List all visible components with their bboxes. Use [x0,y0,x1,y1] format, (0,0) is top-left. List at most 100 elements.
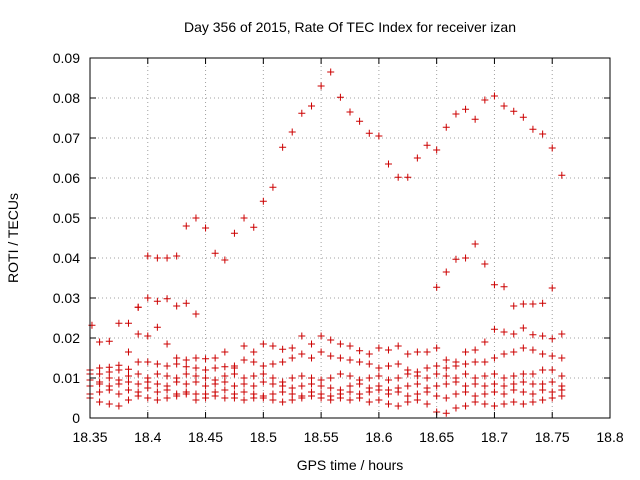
data-point [336,354,344,362]
data-point [462,360,470,368]
data-point [153,323,161,331]
data-point [510,398,518,406]
data-point [105,400,113,408]
data-point [510,107,518,115]
data-point [115,319,123,327]
data-point [308,102,316,110]
data-point [163,254,171,262]
data-point [134,303,142,311]
data-point [510,380,518,388]
data-point [240,356,248,364]
data-point [519,324,527,332]
data-point [500,283,508,291]
data-point [413,372,421,380]
data-point [548,388,556,396]
data-point [124,378,132,386]
data-point [404,350,412,358]
data-point [413,154,421,162]
data-point [510,372,518,380]
data-point [452,390,460,398]
data-point [153,297,161,305]
data-point [529,398,537,406]
data-point [490,354,498,362]
data-point [308,374,316,382]
data-point [442,364,450,372]
data-point [433,382,441,390]
data-point [317,82,325,90]
series-high-arc [88,68,566,329]
series-mid-track [96,240,556,346]
data-point [336,340,344,348]
data-point [481,390,489,398]
data-point [240,374,248,382]
data-point [452,255,460,263]
data-point [192,310,200,318]
data-point [192,372,200,380]
data-point [558,330,566,338]
data-point [279,388,287,396]
series-band-f [86,390,566,417]
data-point [490,388,498,396]
x-axis-label: GPS time / hours [297,457,404,473]
data-point [298,350,306,358]
data-points [86,68,566,417]
data-point [548,284,556,292]
data-point [269,342,277,350]
data-point [510,348,518,356]
data-point [182,356,190,364]
data-point [452,110,460,118]
data-point [529,370,537,378]
x-tick-label: 18.4 [134,429,161,445]
data-point [384,160,392,168]
data-point [529,346,537,354]
data-point [269,374,277,382]
data-point [288,384,296,392]
data-point [404,398,412,406]
data-point [144,378,152,386]
data-point [153,396,161,404]
data-point [539,396,547,404]
data-point [375,132,383,140]
data-point [500,102,508,110]
y-tick-label: 0.03 [53,290,80,306]
data-point [105,386,113,394]
y-tick-label: 0.02 [53,330,80,346]
data-point [442,372,450,380]
data-point [346,372,354,380]
data-point [288,128,296,136]
data-point [500,350,508,358]
data-point [500,382,508,390]
data-point [144,294,152,302]
data-point [375,372,383,380]
data-point [490,402,498,410]
y-tick-label: 0 [72,410,80,426]
y-tick-label: 0.06 [53,170,80,186]
data-point [259,378,267,386]
series-band-c [86,366,566,386]
data-point [375,396,383,404]
data-point [423,348,431,356]
data-point [510,302,518,310]
data-point [288,354,296,362]
data-point [481,338,489,346]
data-point [365,350,373,358]
data-point [346,388,354,396]
x-tick-label: 18.55 [304,429,339,445]
data-point [384,346,392,354]
data-point [481,372,489,380]
data-point [317,332,325,340]
data-point [173,252,181,260]
data-point [365,398,373,406]
data-point [202,382,210,390]
data-point [539,332,547,340]
data-point [211,380,219,388]
data-point [394,342,402,350]
data-point [471,358,479,366]
data-point [356,394,364,402]
data-point [336,93,344,101]
y-tick-label: 0.07 [53,130,80,146]
data-point [202,366,210,374]
x-tick-label: 18.35 [72,429,107,445]
data-point [519,370,527,378]
